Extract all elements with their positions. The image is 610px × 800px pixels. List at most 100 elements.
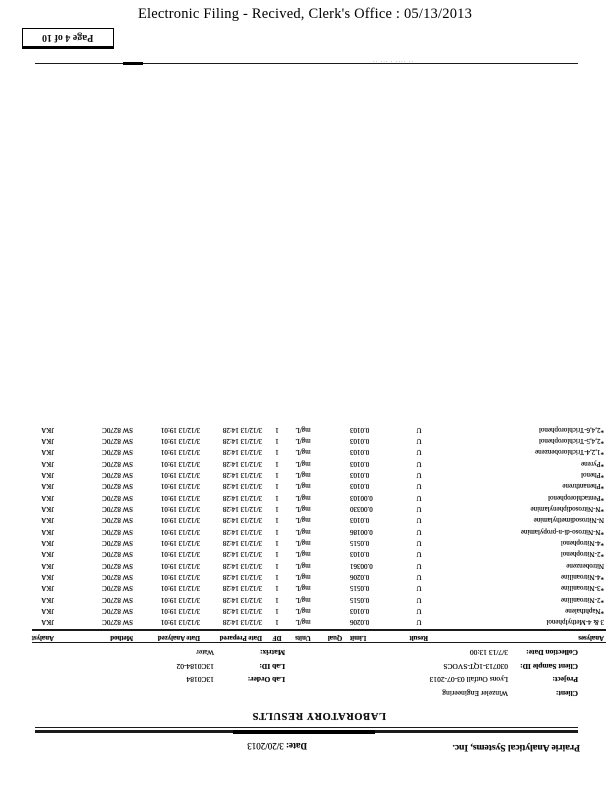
cell-name: *3-Nitroaniline [560, 584, 604, 593]
cell-analyst: JKA [41, 482, 54, 491]
cell-name: Nitrobenzene [566, 561, 604, 570]
cell-result: U [416, 539, 422, 548]
cell-limit: 0.0515 [350, 539, 370, 548]
collection-date-label: Collection Date: [526, 648, 578, 658]
cell-result: U [416, 561, 422, 570]
cell-anal: 3/12/13 19:01 [160, 539, 200, 548]
table-row: *4-Nitrophenol U 0.0515 mg/L 1 3/12/13 14:28 3… [30, 537, 608, 548]
lab-order-value: 13C0184 [186, 675, 214, 685]
cell-name: *1,2,4-Trichlorobenzene [535, 448, 604, 457]
info-row-sample-id: Client Sample ID: 030713-1QT-SVOCS Lab I… [30, 661, 608, 671]
cell-name: *N-Nitroso-di-n-propylamine [520, 527, 604, 536]
cell-units: mg/L [295, 618, 311, 627]
cell-prep: 3/12/13 14:28 [222, 493, 262, 502]
cell-units: mg/L [295, 561, 311, 570]
cell-limit: 0.00186 [350, 527, 373, 536]
cell-df: 1 [275, 471, 279, 480]
cell-limit: 0.0103 [350, 550, 370, 559]
column-header-analyst: Analyst [31, 634, 54, 641]
cell-analyst: JKA [41, 573, 54, 582]
cell-units: mg/L [295, 493, 311, 502]
cell-limit: 0.00103 [350, 493, 373, 502]
collection-date-value: 3/7/13 13:00 [469, 648, 508, 658]
cell-method: SW 8270C [102, 573, 133, 582]
cell-name: *Phenol [581, 471, 604, 480]
cell-limit: 0.0206 [350, 573, 370, 582]
table-rule-top [32, 642, 606, 643]
cell-anal: 3/12/13 19:01 [160, 595, 200, 604]
efiling-banner: Electronic Filing - Recived, Clerk's Off… [137, 6, 473, 22]
cell-result: U [416, 527, 422, 536]
table-row: *Pyrene U 0.0103 mg/L 1 3/12/13 14:28 3/12/13 … [30, 458, 608, 469]
cell-limit: 0.0103 [350, 516, 370, 525]
cell-prep: 3/12/13 14:28 [222, 561, 262, 570]
cell-anal: 3/12/13 19:01 [160, 550, 200, 559]
column-header-anal: Date Analyzed [157, 634, 200, 641]
cell-prep: 3/12/13 14:28 [222, 527, 262, 536]
page-stamp: Page 4 of 10 [22, 28, 114, 49]
lab-id-label: Lab ID: [259, 662, 285, 671]
cell-units: mg/L [295, 539, 311, 548]
cell-units: mg/L [295, 573, 311, 582]
table-row: *3-Nitroaniline U 0.0515 mg/L 1 3/12/13 14:28… [30, 583, 608, 594]
cell-anal: 3/12/13 19:01 [160, 516, 200, 525]
cell-method: SW 8270C [102, 539, 133, 548]
cell-anal: 3/12/13 19:01 [160, 459, 200, 468]
lab-order-label: Lab Order: [247, 675, 285, 685]
column-header-qual: Qual [327, 634, 343, 641]
cell-result: U [416, 425, 422, 434]
cell-analyst: JKA [41, 539, 54, 548]
cell-name: *Pentachlorophenol [548, 493, 604, 502]
page-stamp-text: Page 4 of 10 [42, 32, 94, 43]
cell-anal: 3/12/13 19:01 [160, 493, 200, 502]
cell-result: U [416, 459, 422, 468]
cell-method: SW 8270C [102, 425, 133, 434]
cell-df: 1 [275, 573, 279, 582]
cell-method: SW 8270C [102, 516, 133, 525]
matrix-label: Matrix: [260, 648, 285, 658]
cell-name: 3 & 4-Methylphenol [546, 618, 604, 627]
cell-method: SW 8270C [102, 493, 133, 502]
cell-units: mg/L [295, 437, 311, 446]
cell-method: SW 8270C [102, 618, 133, 627]
sample-id-label: Client Sample ID: [520, 662, 578, 671]
cell-anal: 3/12/13 19:01 [160, 482, 200, 491]
cell-limit: 0.0103 [350, 448, 370, 457]
cell-result: U [416, 550, 422, 559]
cell-anal: 3/12/13 19:01 [160, 425, 200, 434]
column-header-method: Method [110, 634, 133, 641]
table-row: *4-Nitroaniline U 0.0206 mg/L 1 3/12/13 14:28… [30, 571, 608, 582]
table-row: *Pentachlorophenol U 0.00103 mg/L 1 3/12/13 1… [30, 492, 608, 503]
cell-anal: 3/12/13 19:01 [160, 437, 200, 446]
cell-result: U [416, 448, 422, 457]
cell-name: *N-Nitrosodiphenylamine [530, 505, 605, 514]
cell-prep: 3/12/13 14:28 [222, 618, 262, 627]
cell-df: 1 [275, 607, 279, 616]
cell-limit: 0.0103 [350, 607, 370, 616]
cell-df: 1 [275, 516, 279, 525]
cell-df: 1 [275, 618, 279, 627]
cell-prep: 3/12/13 14:28 [222, 584, 262, 593]
cell-method: SW 8270C [102, 459, 133, 468]
report-date-value: 3/20/2013 [247, 741, 284, 751]
cell-name: *2,4,5-Trichlorophenol [538, 437, 604, 446]
cell-result: U [416, 618, 422, 627]
cell-name: *2-Nitrophenol [560, 550, 604, 559]
cell-analyst: JKA [41, 493, 54, 502]
cell-df: 1 [275, 584, 279, 593]
cell-name: *Pyrene [581, 459, 604, 468]
cell-df: 1 [275, 425, 279, 434]
column-header-limit: Limit [350, 634, 367, 641]
cell-anal: 3/12/13 19:01 [160, 618, 200, 627]
cell-anal: 3/12/13 19:01 [160, 505, 200, 514]
header-rule-dark-segment [233, 730, 375, 734]
cell-method: SW 8270C [102, 561, 133, 570]
cell-limit: 0.0103 [350, 471, 370, 480]
cell-limit: 0.00330 [350, 505, 373, 514]
cell-limit: 0.0103 [350, 482, 370, 491]
cell-prep: 3/12/13 14:28 [222, 425, 262, 434]
cell-result: U [416, 516, 422, 525]
cell-result: U [416, 482, 422, 491]
cell-units: mg/L [295, 607, 311, 616]
cell-df: 1 [275, 448, 279, 457]
